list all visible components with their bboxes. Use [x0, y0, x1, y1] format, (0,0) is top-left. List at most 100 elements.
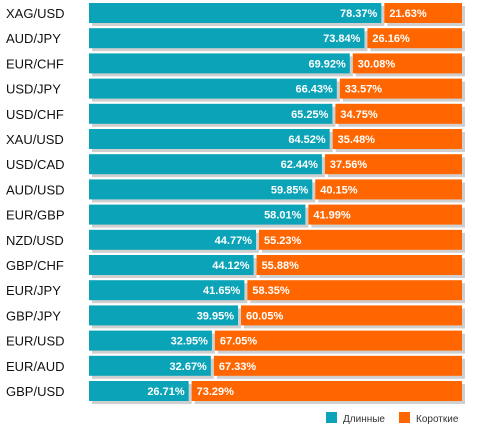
short-value-label: 30.08%: [358, 58, 396, 70]
short-bar: [332, 129, 462, 149]
pair-label: USD/CAD: [6, 157, 65, 172]
bar-row: AUD/USD 59.85% 40.15%: [6, 179, 465, 203]
long-bar: [89, 103, 333, 124]
long-value-label: 39.95%: [197, 310, 235, 322]
pair-label: EUR/USD: [6, 334, 65, 349]
long-value-label: 26.71%: [147, 386, 185, 398]
short-value-label: 67.33%: [219, 361, 257, 373]
short-value-label: 34.75%: [340, 109, 378, 121]
short-bar: [241, 305, 462, 326]
pair-label: EUR/GBP: [6, 208, 65, 223]
bar-row: GBP/JPY 39.95% 60.05%: [6, 305, 465, 329]
pair-label: USD/CHF: [6, 107, 64, 122]
bar-row: EUR/USD 32.95% 67.05%: [6, 330, 465, 354]
short-bar: [308, 204, 462, 225]
pair-label: USD/JPY: [6, 82, 61, 97]
long-bar: [89, 255, 254, 275]
short-bar: [214, 330, 462, 351]
bar-row: USD/CAD 62.44% 37.56%: [6, 154, 465, 178]
legend-label-short: Короткие: [416, 414, 459, 425]
bar-row: AUD/JPY 73.84% 26.16%: [6, 28, 465, 52]
long-bar: [89, 204, 306, 225]
pair-label: GBP/JPY: [6, 308, 61, 323]
short-value-label: 35.48%: [338, 134, 376, 146]
long-bar: [89, 229, 256, 250]
short-bar: [191, 381, 462, 401]
short-value-label: 58.35%: [252, 285, 290, 297]
long-value-label: 58.01%: [264, 210, 302, 222]
short-bar: [339, 78, 462, 99]
long-value-label: 32.95%: [171, 336, 209, 348]
long-value-label: 44.77%: [215, 235, 253, 247]
bar-row: EUR/JPY 41.65% 58.35%: [6, 280, 465, 304]
pair-label: XAU/USD: [6, 132, 64, 147]
short-value-label: 26.16%: [372, 33, 410, 45]
bar-row: EUR/CHF 69.92% 30.08%: [6, 53, 465, 77]
long-value-label: 44.12%: [212, 260, 250, 272]
short-value-label: 37.56%: [330, 159, 368, 171]
long-bar: [89, 305, 239, 326]
short-value-label: 33.57%: [345, 84, 383, 96]
long-value-label: 32.67%: [170, 361, 208, 373]
bar-row: USD/JPY 66.43% 33.57%: [6, 78, 465, 102]
short-value-label: 21.63%: [389, 8, 427, 20]
short-value-label: 73.29%: [197, 386, 235, 398]
bars-layer: XAG/USD 78.37% 21.63% AUD/JPY 73.84% 26.16% EU…: [6, 3, 465, 404]
long-value-label: 65.25%: [291, 109, 329, 121]
short-bar: [324, 154, 462, 175]
long-bar: [89, 280, 245, 301]
long-value-label: 73.84%: [323, 33, 361, 45]
long-bar: [89, 381, 189, 401]
long-bar: [89, 28, 365, 49]
long-bar: [89, 3, 382, 23]
long-value-label: 64.52%: [288, 134, 326, 146]
pair-label: XAG/USD: [6, 6, 65, 21]
bar-row: USD/CHF 65.25% 34.75%: [6, 103, 465, 127]
short-value-label: 40.15%: [320, 184, 358, 196]
short-bar: [247, 280, 462, 301]
pair-label: AUD/JPY: [6, 31, 61, 46]
long-value-label: 62.44%: [281, 159, 319, 171]
legend-swatch-short: [399, 412, 410, 423]
bar-row: EUR/GBP 58.01% 41.99%: [6, 204, 465, 228]
long-value-label: 78.37%: [340, 8, 378, 20]
pair-label: EUR/JPY: [6, 283, 61, 298]
long-value-label: 69.92%: [308, 58, 346, 70]
short-value-label: 67.05%: [220, 336, 258, 348]
pair-label: GBP/CHF: [6, 258, 64, 273]
long-bar: [89, 129, 330, 149]
long-value-label: 59.85%: [271, 184, 309, 196]
long-bar: [89, 53, 350, 74]
short-bar: [335, 103, 462, 124]
legend-label-long: Длинные: [343, 414, 385, 425]
long-bar: [89, 78, 337, 99]
bar-row: NZD/USD 44.77% 55.23%: [6, 229, 465, 253]
bar-row: EUR/AUD 32.67% 67.33%: [6, 355, 465, 379]
pair-label: GBP/USD: [6, 384, 65, 399]
legend-swatch-long: [326, 412, 337, 423]
long-value-label: 66.43%: [295, 84, 333, 96]
pair-label: EUR/AUD: [6, 359, 65, 374]
long-bar: [89, 179, 313, 200]
bar-row: GBP/USD 26.71% 73.29%: [6, 381, 465, 404]
long-value-label: 41.65%: [203, 285, 241, 297]
short-value-label: 60.05%: [246, 310, 284, 322]
pair-label: NZD/USD: [6, 233, 64, 248]
short-bar: [315, 179, 462, 200]
short-value-label: 41.99%: [313, 210, 351, 222]
short-bar: [213, 355, 462, 376]
pair-label: EUR/CHF: [6, 56, 64, 71]
short-bar: [256, 255, 462, 275]
bar-row: XAG/USD 78.37% 21.63%: [6, 3, 465, 26]
legend: Длинные Короткие: [326, 412, 459, 425]
short-bar: [352, 53, 462, 74]
short-value-label: 55.23%: [264, 235, 302, 247]
bar-row: XAU/USD 64.52% 35.48%: [6, 129, 465, 152]
short-value-label: 55.88%: [262, 260, 300, 272]
long-bar: [89, 355, 211, 376]
long-bar: [89, 154, 322, 175]
bar-row: GBP/CHF 44.12% 55.88%: [6, 255, 465, 278]
short-bar: [384, 3, 462, 23]
short-bar: [367, 28, 462, 49]
